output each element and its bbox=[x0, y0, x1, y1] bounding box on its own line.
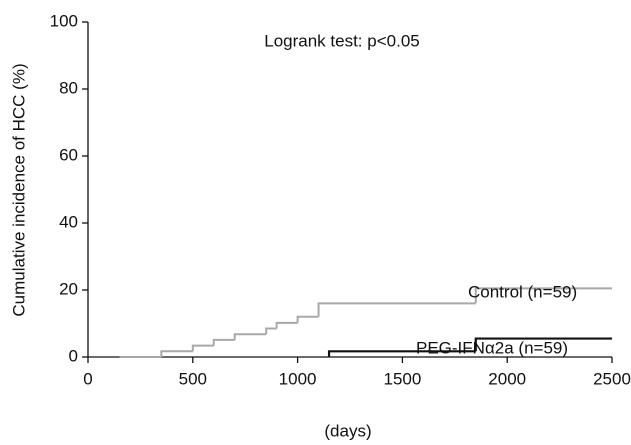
series-label: Control (n=59) bbox=[468, 282, 577, 301]
chart-title: Logrank test: p<0.05 bbox=[264, 31, 419, 50]
step-segment bbox=[317, 302, 476, 317]
x-tick-label: 2500 bbox=[593, 369, 631, 388]
step-segment bbox=[212, 338, 235, 346]
y-tick-label: 0 bbox=[69, 346, 78, 365]
y-tick-label: 100 bbox=[50, 11, 78, 30]
step-segment bbox=[265, 327, 277, 335]
step-segment bbox=[191, 344, 214, 352]
x-tick-label: 500 bbox=[179, 369, 207, 388]
step-segment bbox=[275, 321, 298, 329]
y-tick-label: 80 bbox=[59, 78, 78, 97]
x-tick-label: 2000 bbox=[488, 369, 526, 388]
series-label: PEG-IFNα2a (n=59) bbox=[416, 338, 568, 357]
step-segment bbox=[296, 315, 319, 323]
y-axis-label: Cumulative incidence of HCC (%) bbox=[9, 63, 28, 316]
y-tick-label: 20 bbox=[59, 279, 78, 298]
x-tick-label: 1000 bbox=[279, 369, 317, 388]
step-segment bbox=[474, 337, 612, 352]
x-tick-label: 0 bbox=[83, 369, 92, 388]
step-segment bbox=[327, 350, 476, 357]
y-tick-label: 40 bbox=[59, 212, 78, 231]
x-tick-label: 1500 bbox=[383, 369, 421, 388]
step-segment bbox=[233, 333, 267, 340]
x-axis-label: (days) bbox=[324, 421, 371, 440]
step-segment bbox=[474, 287, 612, 304]
step-segment bbox=[160, 350, 193, 357]
y-tick-label: 60 bbox=[59, 145, 78, 164]
